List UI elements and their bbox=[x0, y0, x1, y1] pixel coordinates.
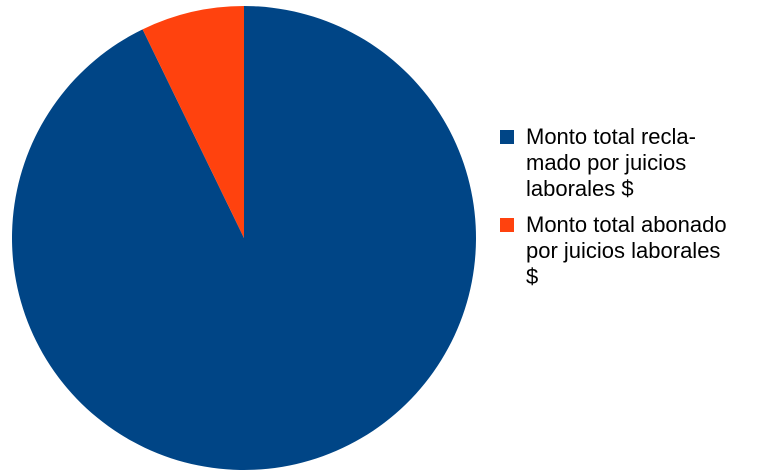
pie-slice-abonado bbox=[142, 6, 244, 238]
legend-swatch-reclamado bbox=[500, 130, 514, 144]
legend-label-reclamado: Monto total recla- mado por juicios labo… bbox=[526, 124, 696, 201]
legend: Monto total recla- mado por juicios labo… bbox=[500, 124, 762, 300]
pie-slices bbox=[12, 6, 477, 470]
legend-label-abonado: Monto total abonado por juicios laborale… bbox=[526, 212, 727, 289]
legend-item-abonado: Monto total abonado por juicios laborale… bbox=[500, 212, 762, 290]
legend-item-reclamado: Monto total recla- mado por juicios labo… bbox=[500, 124, 762, 202]
legend-swatch-abonado bbox=[500, 218, 514, 232]
